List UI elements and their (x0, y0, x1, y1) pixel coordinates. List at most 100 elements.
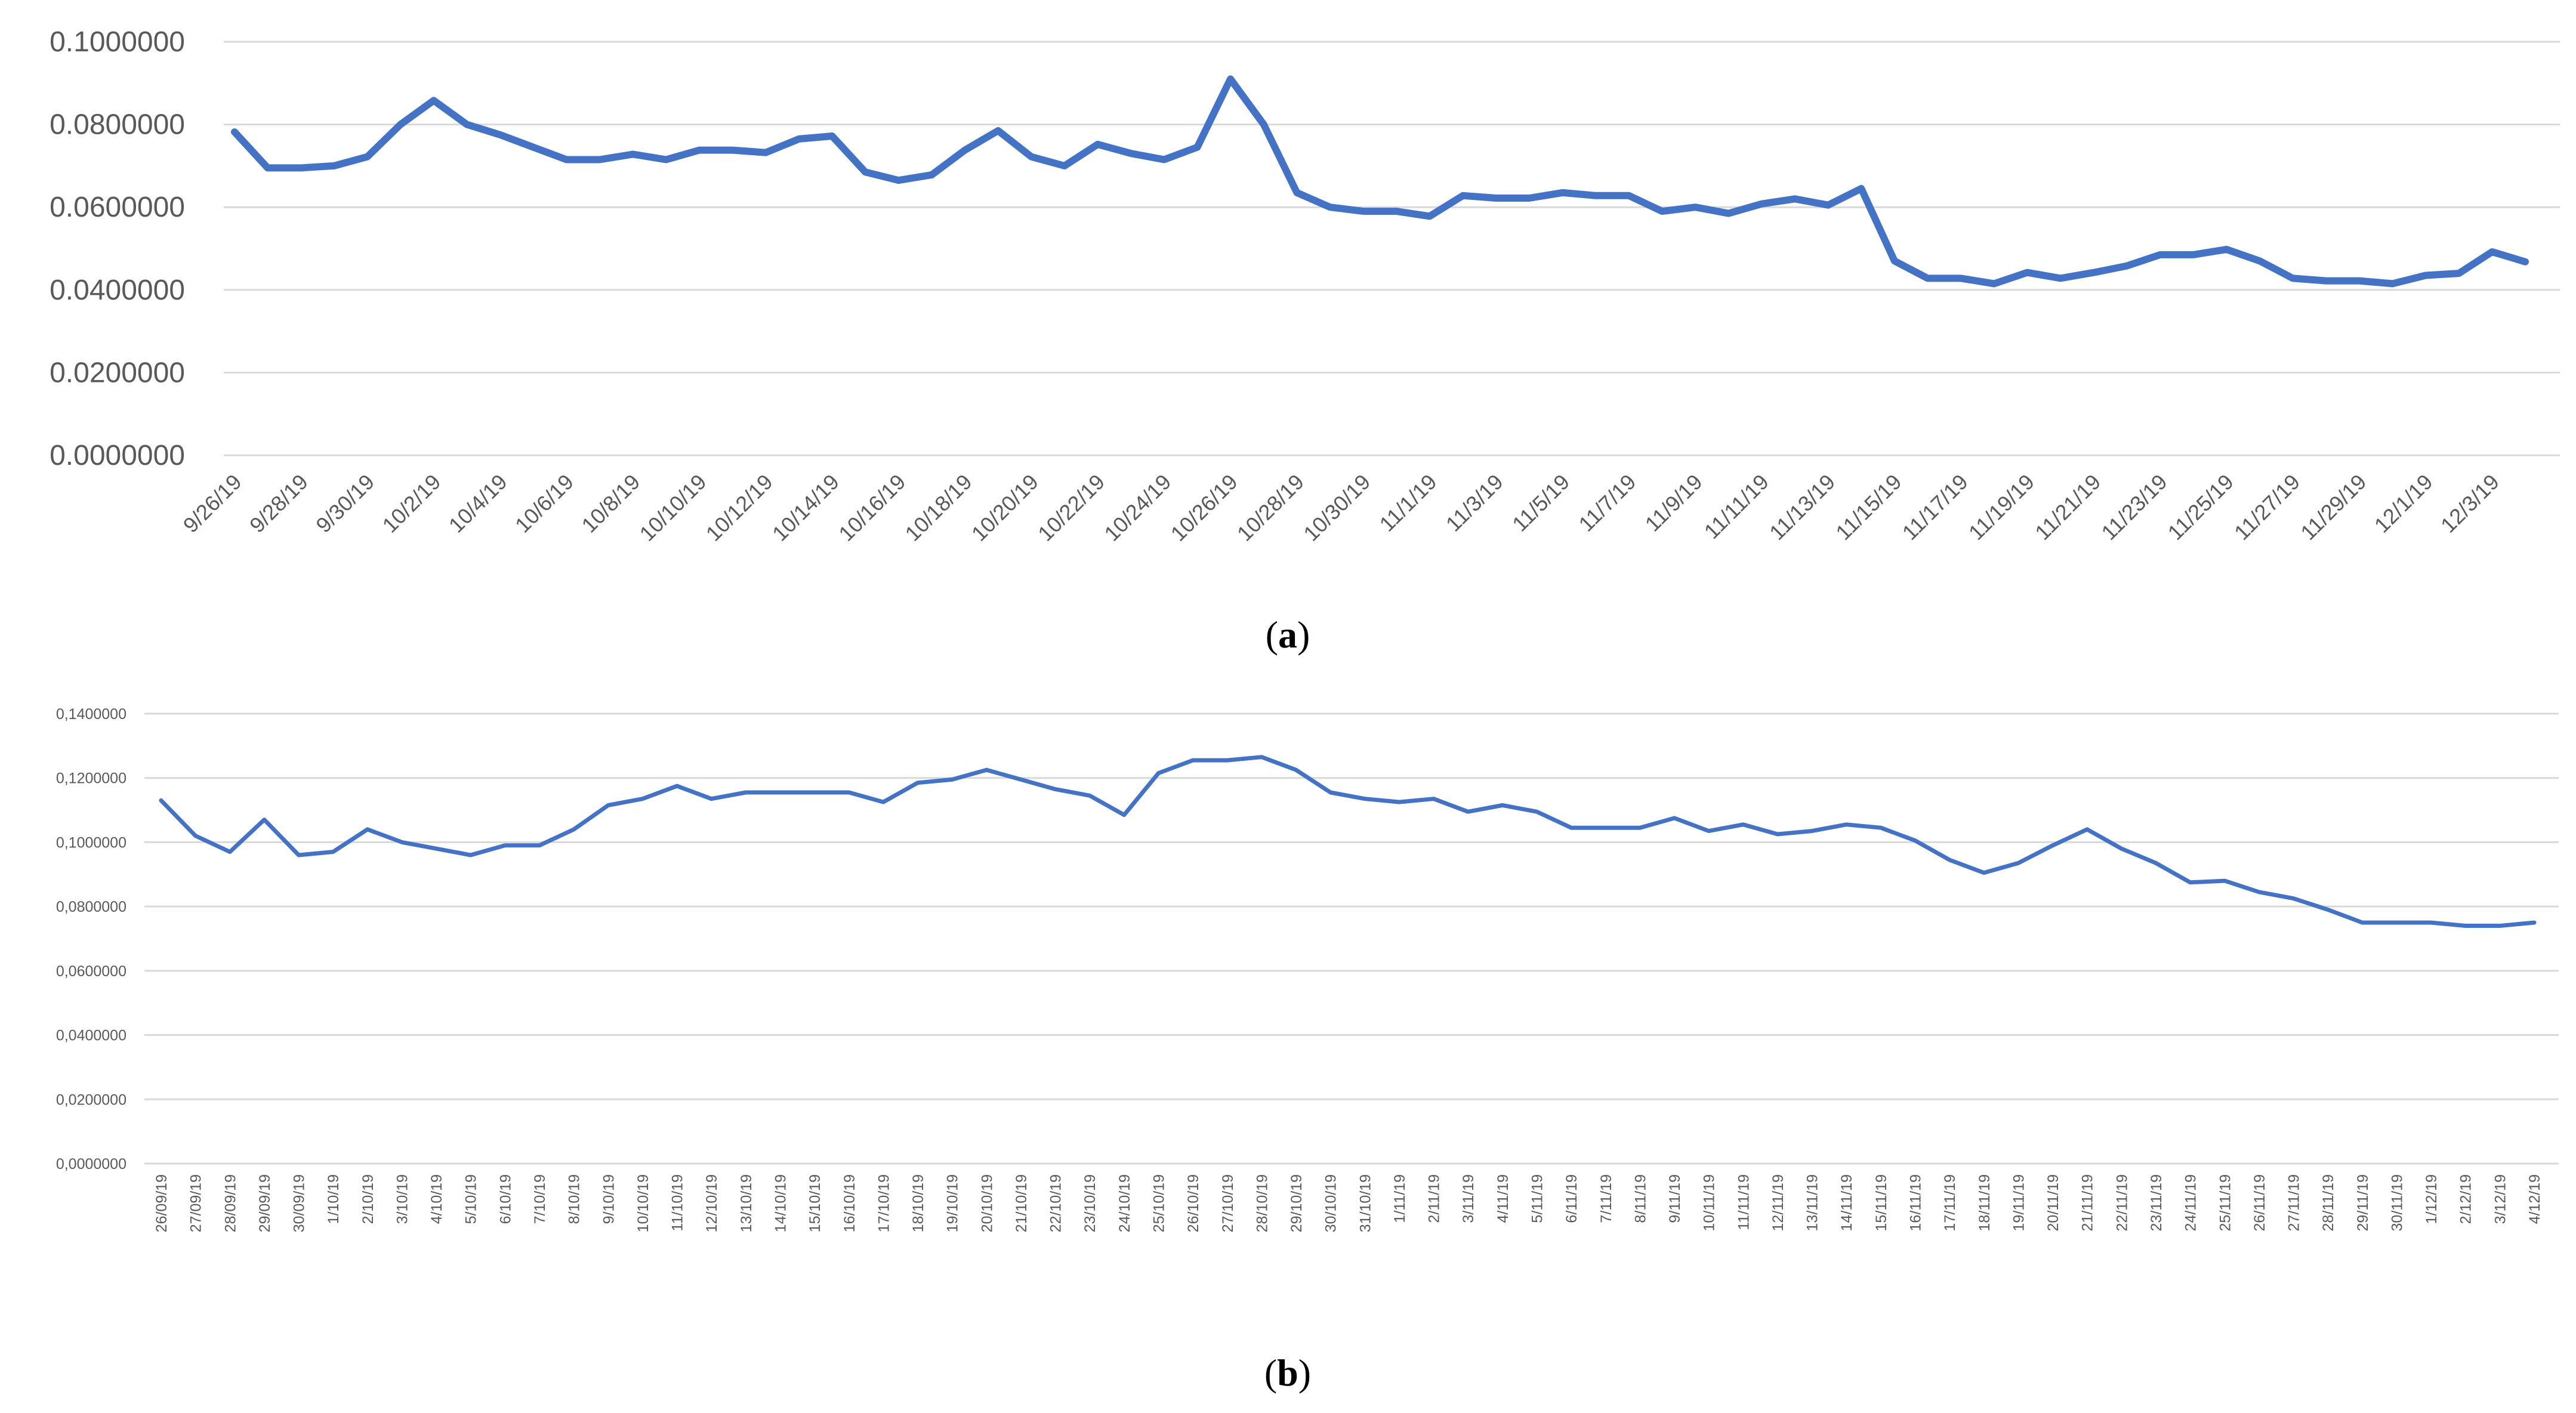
x-tick-label-a-30: 11/25/19 (2163, 470, 2238, 545)
x-tick-label-a-32: 11/29/19 (2296, 470, 2371, 545)
x-tick-label-b-67: 2/12/19 (2458, 1174, 2475, 1224)
x-tick-label-b-65: 30/11/19 (2389, 1174, 2405, 1231)
y-tick-label-b-5: 0,1000000 (56, 834, 127, 851)
x-tick-label-b-2: 28/09/19 (222, 1174, 239, 1232)
series-line-b (159, 755, 2537, 928)
chart-panel-b: 0,0000000 0,0200000 0,0400000 0,0600000 0,08… (56, 706, 2559, 1232)
y-tick-label-a-0: 0.0000000 (50, 440, 185, 471)
x-tick-label-a-18: 11/1/19 (1375, 470, 1442, 536)
y-tick-label-b-3: 0,0600000 (56, 963, 127, 980)
x-tick-label-b-17: 13/10/19 (738, 1174, 755, 1232)
y-tick-label-a-4: 0.0800000 (50, 109, 185, 141)
x-tick-label-a-25: 11/15/19 (1831, 470, 1906, 545)
x-tick-label-b-54: 19/11/19 (2010, 1174, 2027, 1231)
y-tick-label-b-6: 0,1200000 (56, 770, 127, 787)
x-tick-label-b-69: 4/12/19 (2526, 1174, 2543, 1224)
x-tick-label-b-6: 2/10/19 (360, 1174, 377, 1224)
x-tick-label-a-1: 9/28/19 (245, 470, 313, 538)
x-tick-label-b-55: 20/11/19 (2045, 1174, 2062, 1231)
x-tick-label-a-14: 10/24/19 (1099, 470, 1176, 546)
x-tick-label-b-0: 26/09/19 (153, 1174, 170, 1232)
y-tick-label-a-1: 0.0200000 (50, 357, 185, 388)
x-tick-label-b-10: 6/10/19 (497, 1174, 514, 1224)
x-tick-label-a-9: 10/14/19 (767, 470, 844, 546)
x-tick-label-a-6: 10/8/19 (576, 470, 644, 538)
x-tick-label-a-19: 11/3/19 (1441, 470, 1508, 536)
x-tick-label-b-4: 30/09/19 (291, 1174, 308, 1232)
x-tick-label-b-66: 1/12/19 (2423, 1174, 2440, 1224)
x-tick-label-b-48: 13/11/19 (1804, 1174, 1821, 1231)
x-tick-label-a-33: 12/1/19 (2370, 470, 2438, 538)
x-tick-label-b-11: 7/10/19 (532, 1174, 548, 1224)
x-tick-label-b-20: 16/10/19 (841, 1174, 858, 1232)
x-tick-label-a-28: 11/21/19 (2030, 470, 2105, 545)
x-tick-label-b-25: 21/10/19 (1013, 1174, 1030, 1232)
x-tick-label-b-16: 12/10/19 (704, 1174, 720, 1232)
x-tick-label-b-64: 29/11/19 (2355, 1174, 2371, 1231)
x-tick-label-b-49: 14/11/19 (1838, 1174, 1855, 1231)
x-tick-label-b-28: 24/10/19 (1116, 1174, 1133, 1232)
x-tick-label-a-34: 12/3/19 (2436, 470, 2504, 538)
x-tick-label-b-30: 26/10/19 (1185, 1174, 1202, 1232)
x-tick-label-b-57: 22/11/19 (2114, 1174, 2130, 1231)
x-tick-label-b-8: 4/10/19 (428, 1174, 445, 1224)
x-tick-label-b-68: 3/12/19 (2492, 1174, 2509, 1224)
x-tick-label-b-44: 9/11/19 (1667, 1174, 1683, 1223)
x-tick-label-b-63: 28/11/19 (2320, 1174, 2337, 1231)
x-tick-label-b-22: 18/10/19 (910, 1174, 927, 1232)
x-tick-label-a-24: 11/13/19 (1764, 470, 1840, 545)
panel-label-a-letter: a (1278, 613, 1297, 656)
x-tick-label-b-37: 2/11/19 (1426, 1174, 1443, 1223)
x-tick-label-b-39: 4/11/19 (1495, 1174, 1511, 1223)
x-tick-label-b-21: 17/10/19 (875, 1174, 892, 1232)
x-tick-label-a-4: 10/4/19 (444, 470, 512, 538)
x-tick-label-b-24: 20/10/19 (979, 1174, 995, 1232)
x-tick-label-a-0: 9/26/19 (178, 470, 246, 538)
x-tick-label-b-9: 5/10/19 (463, 1174, 480, 1224)
x-tick-label-b-51: 16/11/19 (1908, 1174, 1924, 1231)
x-tick-label-b-41: 6/11/19 (1563, 1174, 1580, 1223)
x-tick-label-a-22: 11/9/19 (1640, 470, 1707, 536)
x-tick-label-b-32: 28/10/19 (1254, 1174, 1270, 1232)
x-tick-label-b-36: 1/11/19 (1392, 1174, 1408, 1223)
x-tick-label-a-15: 10/26/19 (1166, 470, 1242, 546)
x-tick-label-b-12: 8/10/19 (566, 1174, 583, 1224)
y-tick-label-a-2: 0.0400000 (50, 274, 185, 306)
x-tick-label-a-13: 10/22/19 (1033, 470, 1109, 546)
x-tick-label-b-60: 25/11/19 (2217, 1174, 2233, 1231)
x-tick-label-b-26: 22/10/19 (1048, 1174, 1065, 1232)
panel-label-a: (a) (1266, 613, 1310, 656)
x-tick-label-a-17: 10/30/19 (1298, 470, 1375, 546)
x-tick-label-a-3: 10/2/19 (378, 470, 446, 538)
x-tick-label-a-21: 11/7/19 (1574, 470, 1640, 536)
x-tick-label-b-50: 15/11/19 (1873, 1174, 1890, 1231)
x-tick-label-a-7: 10/10/19 (634, 470, 711, 546)
x-tick-label-b-58: 23/11/19 (2148, 1174, 2165, 1231)
x-tick-label-b-31: 27/10/19 (1220, 1174, 1236, 1232)
x-tick-label-b-33: 29/10/19 (1288, 1174, 1305, 1232)
x-tick-label-b-29: 25/10/19 (1150, 1174, 1167, 1232)
x-tick-label-a-27: 11/19/19 (1964, 470, 2039, 545)
panel-label-b-letter: b (1277, 1352, 1298, 1394)
x-tick-label-b-62: 27/11/19 (2286, 1174, 2303, 1231)
x-tick-label-a-31: 11/27/19 (2229, 470, 2304, 545)
x-tick-label-b-27: 23/10/19 (1082, 1174, 1099, 1232)
x-tick-label-b-42: 7/11/19 (1598, 1174, 1615, 1223)
x-tick-label-a-2: 9/30/19 (311, 470, 379, 538)
x-tick-label-b-34: 30/10/19 (1323, 1174, 1340, 1232)
x-tick-label-a-12: 10/20/19 (967, 470, 1043, 546)
y-tick-label-a-3: 0.0600000 (50, 192, 185, 223)
x-tick-label-b-59: 24/11/19 (2183, 1174, 2199, 1231)
x-tick-label-b-7: 3/10/19 (394, 1174, 411, 1224)
y-tick-label-b-0: 0,0000000 (56, 1156, 127, 1173)
x-tick-label-b-53: 18/11/19 (1976, 1174, 1993, 1231)
x-tick-label-a-23: 11/11/19 (1699, 470, 1773, 544)
y-tick-label-b-7: 0,1400000 (56, 706, 127, 723)
series-line-a (231, 75, 2529, 288)
y-tick-label-b-1: 0,0200000 (56, 1091, 127, 1108)
x-tick-label-b-40: 5/11/19 (1529, 1174, 1546, 1223)
x-tick-label-b-56: 21/11/19 (2080, 1174, 2096, 1231)
x-tick-label-a-20: 11/5/19 (1507, 470, 1574, 536)
y-tick-label-b-4: 0,0800000 (56, 899, 127, 915)
